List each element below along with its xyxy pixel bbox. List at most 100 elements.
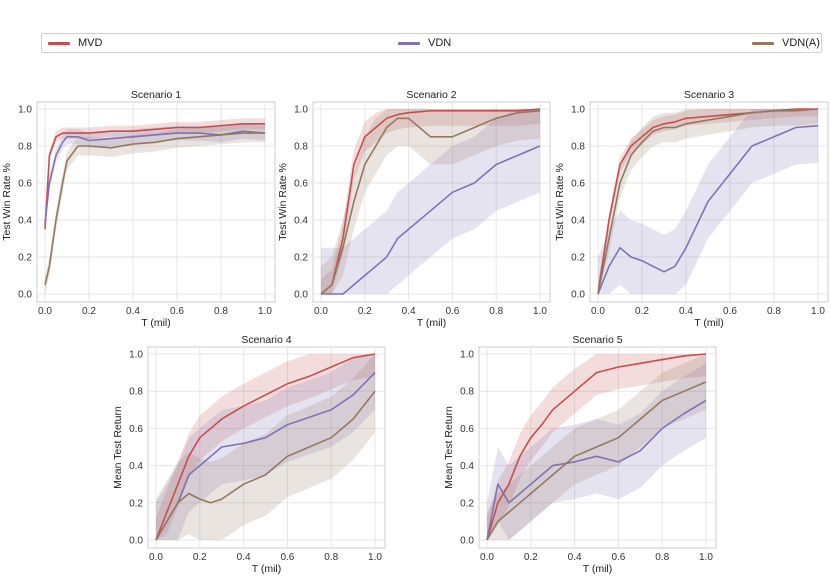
y-tick-label: 0.6: [294, 179, 308, 190]
y-tick-label: 0.6: [18, 179, 32, 190]
series-line-vdn: [44, 130, 266, 224]
band-vdn: [45, 123, 265, 232]
x-tick-label: 0.4: [126, 306, 140, 317]
x-tick-label: 0.4: [568, 552, 582, 563]
legend-label-vdn-a: VDN(A): [782, 37, 820, 49]
chart-title: Scenario 1: [131, 89, 181, 101]
legend-item-vdn-a: VDN(A): [752, 36, 820, 50]
x-tick-label: 0.0: [149, 552, 163, 563]
legend-label-vdn: VDN: [428, 37, 452, 49]
y-axis-label: Test Win Rate %: [1, 163, 13, 241]
x-tick-label: 0.6: [280, 552, 294, 563]
y-axis-label: Test Win Rate %: [554, 163, 566, 241]
x-tick-label: 0.6: [170, 306, 184, 317]
chart-title: Scenario 5: [572, 334, 622, 346]
x-tick-label: 0.0: [591, 306, 605, 317]
y-tick-label: 0.8: [460, 387, 474, 398]
x-axis-label: T (mil): [583, 563, 613, 575]
x-tick-label: 0.2: [82, 306, 96, 317]
y-tick-label: 0.0: [129, 536, 143, 547]
y-tick-label: 0.4: [571, 216, 585, 227]
y-tick-label: 0.0: [571, 290, 585, 301]
y-tick-label: 1.0: [294, 105, 308, 116]
x-tick-label: 0.2: [358, 306, 372, 317]
series-line-vdn: [486, 399, 707, 541]
x-tick-label: 0.0: [314, 306, 328, 317]
chart-legend: MVD VDN VDN(A): [41, 33, 822, 53]
plot-area: [312, 101, 551, 303]
y-tick-label: 0.6: [571, 179, 585, 190]
x-tick-label: 0.6: [611, 552, 625, 563]
band-mvd: [487, 354, 706, 540]
y-tick-label: 0.0: [294, 290, 308, 301]
band-vdn: [156, 354, 375, 540]
x-tick-label: 0.4: [402, 306, 416, 317]
series-line-vdn: [321, 145, 541, 295]
y-tick-label: 0.8: [18, 142, 32, 153]
y-tick-label: 1.0: [129, 350, 143, 361]
y-tick-label: 0.4: [460, 461, 474, 472]
series-line-mvd: [44, 123, 265, 230]
series-line-vdn-a: [597, 108, 819, 295]
series-line-vdn-a: [44, 132, 265, 285]
y-tick-label: 0.2: [18, 253, 32, 264]
legend-item-vdn: VDN: [398, 36, 451, 50]
band-mvd: [45, 118, 265, 235]
x-tick-label: 0.8: [655, 552, 669, 563]
y-tick-label: 1.0: [18, 105, 32, 116]
x-tick-label: 0.8: [214, 306, 228, 317]
series-line-vdn-a: [486, 381, 707, 541]
band-vdn-a: [45, 123, 265, 294]
x-axis-label: T (mil): [417, 317, 447, 329]
y-tick-label: 0.4: [129, 461, 143, 472]
chart-4: 0.0 0.2 0.4 0.6 0.8 1.0 0.0 0.2 0.4 0.6 0.8 1.0 Scen…: [112, 334, 386, 575]
x-tick-label: 0.4: [679, 306, 693, 317]
x-tick-label: 0.4: [237, 552, 251, 563]
x-axis-label: T (mil): [141, 317, 171, 329]
x-tick-label: 0.8: [489, 306, 503, 317]
y-tick-label: 1.0: [571, 105, 585, 116]
y-tick-label: 0.8: [571, 142, 585, 153]
y-axis-label: Mean Test Return: [443, 406, 455, 489]
x-tick-label: 0.8: [324, 552, 338, 563]
series-line-vdn: [155, 372, 376, 541]
y-axis-label: Mean Test Return: [112, 406, 124, 489]
x-axis-label: T (mil): [252, 563, 282, 575]
chart-1: 0.0 0.2 0.4 0.6 0.8 1.0 0.0 0.2 0.4 0.6 0.8 1.0 Scen…: [1, 89, 276, 329]
band-vdn: [321, 109, 540, 294]
plot-area: [478, 346, 717, 549]
x-tick-label: 1.0: [699, 552, 713, 563]
legend-item-mvd: MVD: [48, 36, 102, 50]
y-tick-label: 0.6: [129, 424, 143, 435]
chart-title: Scenario 4: [241, 334, 291, 346]
x-axis-label: T (mil): [694, 317, 724, 329]
x-tick-label: 0.2: [524, 552, 538, 563]
chart-5: 0.0 0.2 0.4 0.6 0.8 1.0 0.0 0.2 0.4 0.6 0.8 1.0 Scen…: [443, 334, 717, 575]
y-tick-label: 0.2: [294, 253, 308, 264]
chart-title: Scenario 3: [684, 89, 734, 101]
chart-3: 0.0 0.2 0.4 0.6 0.8 1.0 0.0 0.2 0.4 0.6 0.8 1.0 Scen…: [554, 89, 829, 329]
legend-label-mvd: MVD: [78, 37, 103, 49]
y-axis-label: Test Win Rate %: [277, 163, 289, 241]
x-tick-label: 1.0: [811, 306, 825, 317]
y-tick-label: 0.4: [294, 216, 308, 227]
x-tick-label: 0.0: [480, 552, 494, 563]
x-tick-label: 1.0: [258, 306, 272, 317]
series-line-vdn-a: [155, 390, 376, 541]
legend-swatch-mvd: [48, 41, 70, 45]
x-tick-label: 0.6: [723, 306, 737, 317]
x-tick-label: 0.6: [445, 306, 459, 317]
y-tick-label: 0.0: [460, 536, 474, 547]
y-tick-label: 0.2: [460, 498, 474, 509]
x-tick-label: 0.2: [635, 306, 649, 317]
y-tick-label: 0.0: [18, 290, 32, 301]
chart-title: Scenario 2: [406, 89, 456, 101]
y-tick-label: 0.6: [460, 424, 474, 435]
series-line-vdn: [597, 124, 819, 295]
series-line-mvd: [155, 353, 376, 541]
band-vdn-a: [156, 354, 375, 540]
y-tick-label: 1.0: [460, 350, 474, 361]
band-mvd: [156, 354, 375, 540]
legend-swatch-vdn-a: [752, 41, 774, 45]
